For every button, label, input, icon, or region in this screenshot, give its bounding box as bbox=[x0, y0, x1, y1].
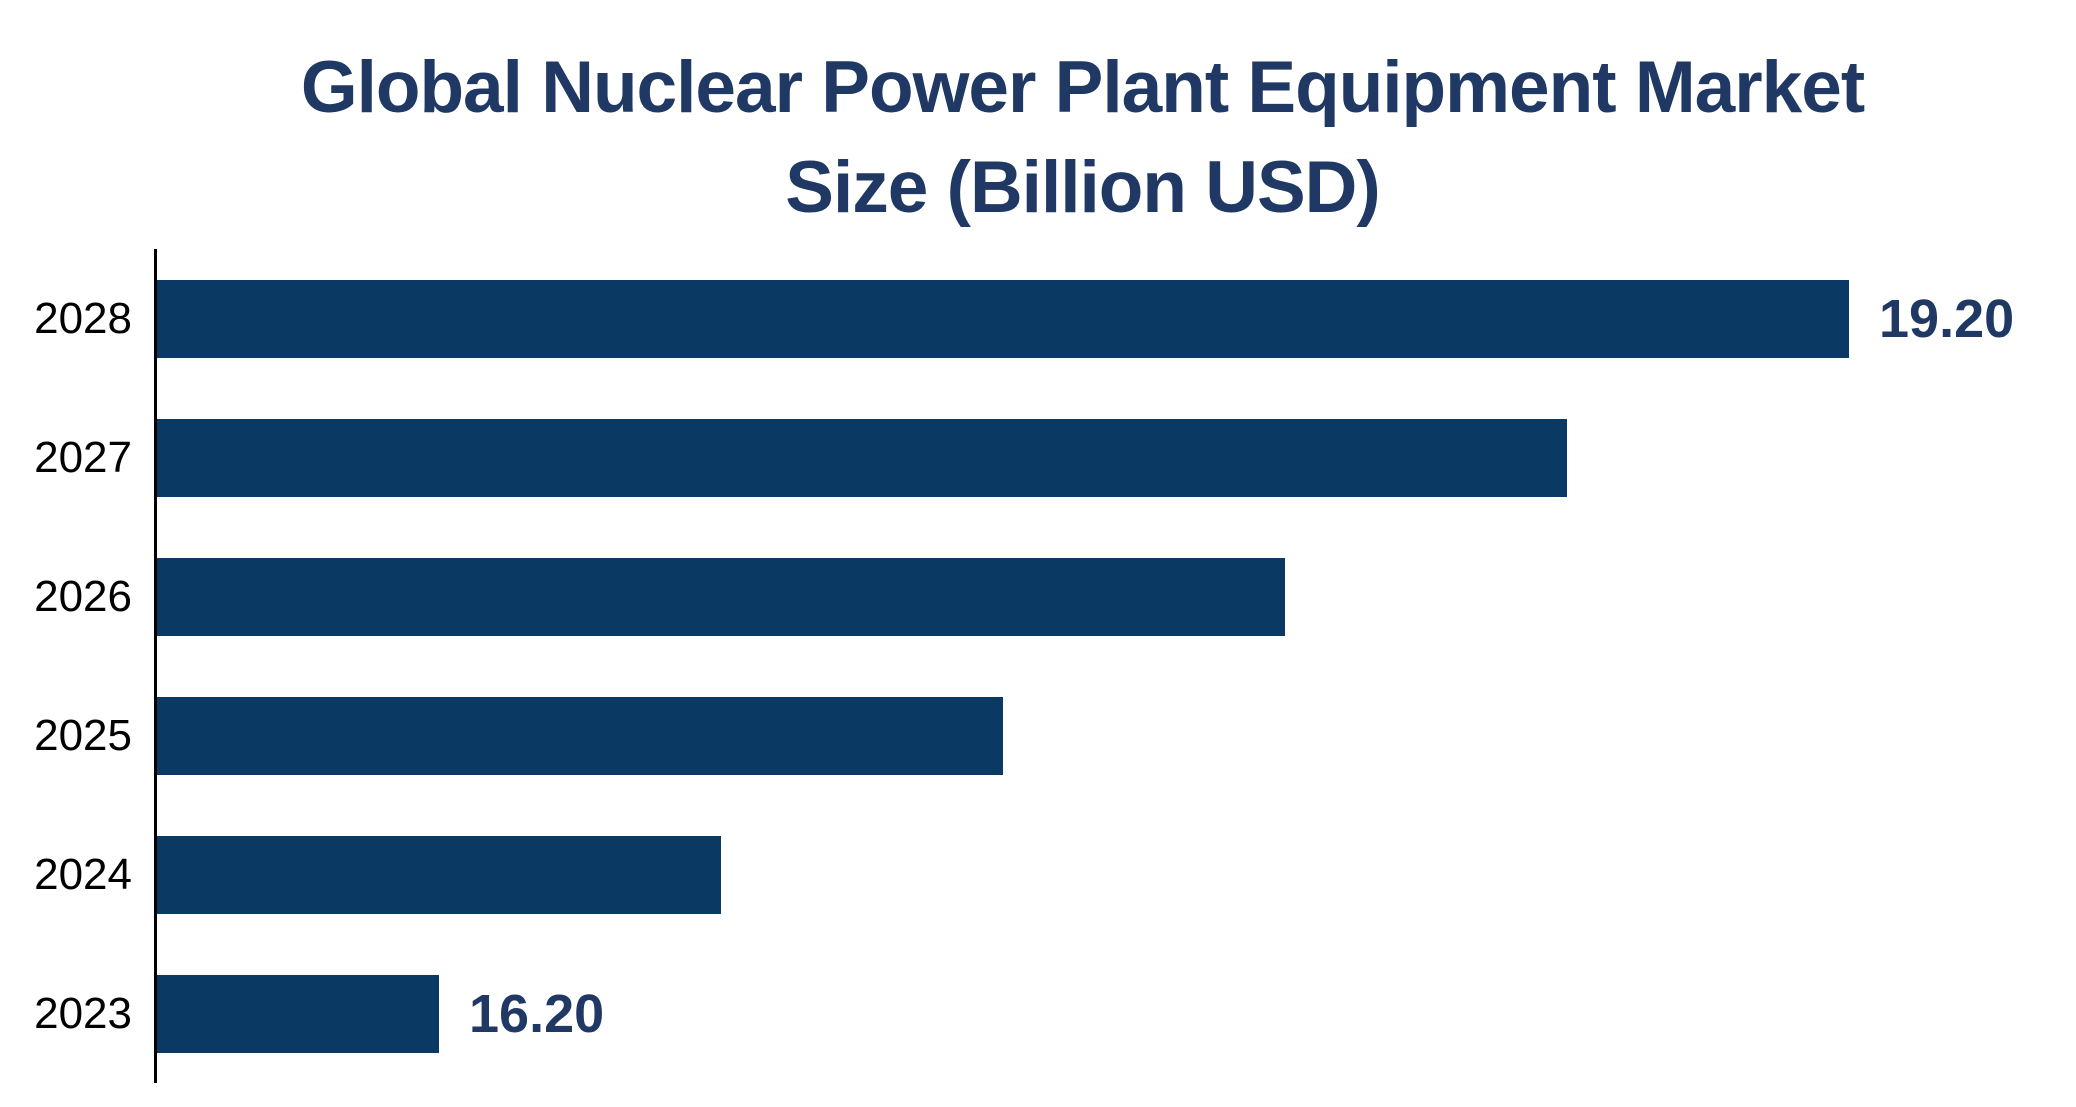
category-label-2025: 2025 bbox=[34, 710, 132, 760]
bar-2024 bbox=[157, 835, 721, 914]
chart-title: Global Nuclear Power Plant Equipment Mar… bbox=[155, 38, 2010, 238]
bar-track-2027 bbox=[157, 388, 2076, 527]
bar-2026 bbox=[157, 557, 1285, 636]
chart-title-line-2: Size (Billion USD) bbox=[785, 147, 1380, 228]
y-axis-line bbox=[154, 249, 157, 1083]
chart-row-2024: 2024 bbox=[0, 805, 2076, 944]
bar-track-2026 bbox=[157, 527, 2076, 666]
category-label-2023: 2023 bbox=[34, 988, 132, 1038]
chart-row-2027: 2027 bbox=[0, 388, 2076, 527]
chart-row-2026: 2026 bbox=[0, 527, 2076, 666]
data-label-2028: 19.20 bbox=[1879, 288, 2015, 349]
bar-rows: 2028 19.20 2027 2026 2025 2024 2023 16.20 bbox=[0, 249, 2076, 1083]
category-label-2027: 2027 bbox=[34, 432, 132, 482]
category-label-2028: 2028 bbox=[34, 293, 132, 343]
bar-2028 bbox=[157, 279, 1849, 358]
chart-row-2025: 2025 bbox=[0, 666, 2076, 805]
plot-area: 2028 19.20 2027 2026 2025 2024 2023 16.20 bbox=[0, 249, 2076, 1083]
chart-row-2028: 2028 19.20 bbox=[0, 249, 2076, 388]
category-label-2024: 2024 bbox=[34, 849, 132, 899]
bar-track-2024 bbox=[157, 805, 2076, 944]
bar-2023 bbox=[157, 974, 439, 1053]
bar-track-2025 bbox=[157, 666, 2076, 805]
category-label-2026: 2026 bbox=[34, 571, 132, 621]
bar-2027 bbox=[157, 418, 1567, 497]
chart-row-2023: 2023 16.20 bbox=[0, 944, 2076, 1083]
bar-track-2023: 16.20 bbox=[157, 944, 2076, 1083]
bar-2025 bbox=[157, 696, 1003, 775]
chart-title-line-1: Global Nuclear Power Plant Equipment Mar… bbox=[300, 47, 1865, 128]
data-label-2023: 16.20 bbox=[469, 983, 605, 1044]
bar-track-2028: 19.20 bbox=[157, 249, 2076, 388]
